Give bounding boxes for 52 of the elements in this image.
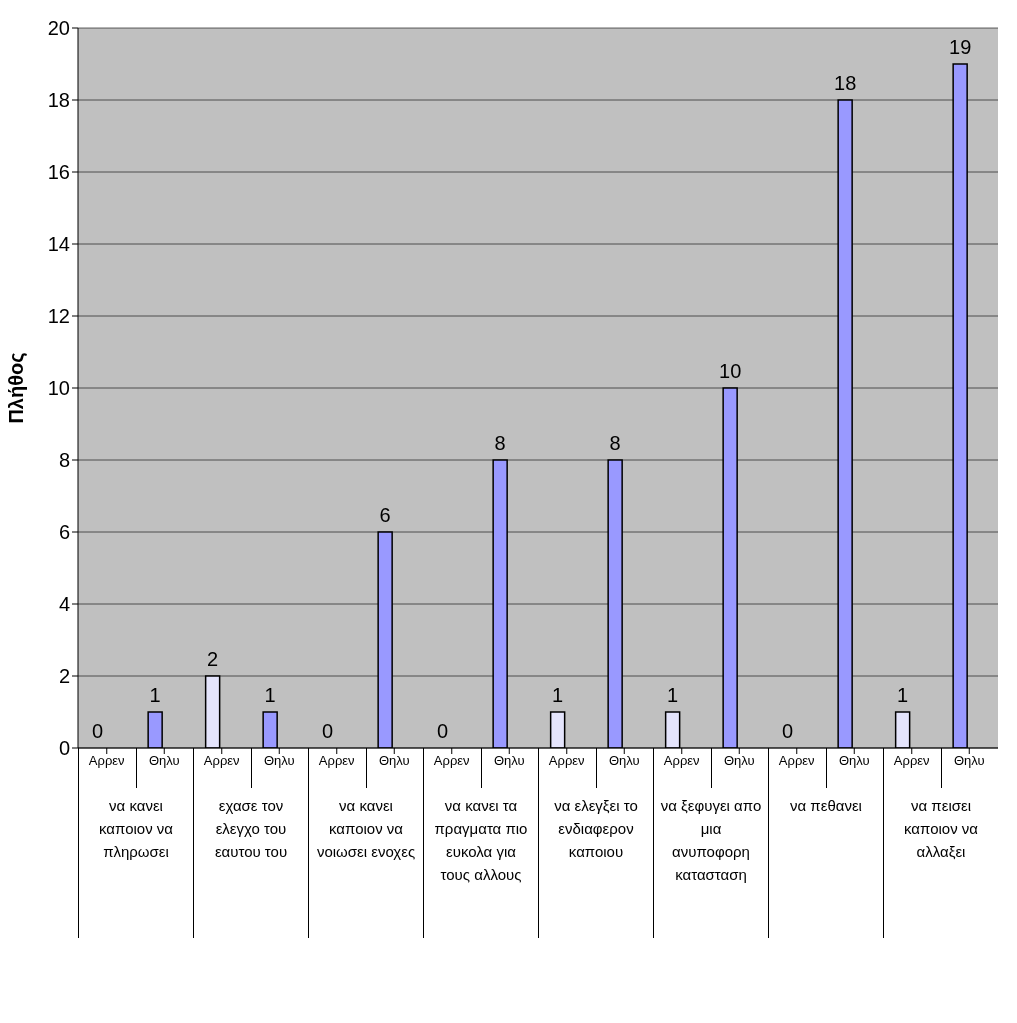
data-label: 10 bbox=[719, 360, 742, 382]
x-tick-label: Θηλυ bbox=[148, 753, 180, 769]
data-label: 1 bbox=[897, 684, 909, 706]
x-tick-label: Αρρεν bbox=[203, 753, 240, 769]
text: να κανει καποιον να νοιωσει ενοχες bbox=[308, 788, 423, 938]
y-tick-label: 14 bbox=[47, 233, 70, 256]
y-tick-label: 16 bbox=[47, 161, 70, 184]
text: εχασε τον ελεγχο του εαυτου του bbox=[193, 788, 308, 938]
data-label: 8 bbox=[609, 432, 621, 454]
x-tick-label: Θηλυ bbox=[263, 753, 295, 769]
data-label: 18 bbox=[834, 72, 857, 94]
text: να πεισει καποιον να αλλαξει bbox=[883, 788, 998, 938]
x-tick-label: Αρρεν bbox=[88, 753, 125, 769]
y-tick-label: 6 bbox=[58, 521, 70, 544]
text: να πεθανει bbox=[768, 788, 883, 938]
text: να ξεφυγει απο μια ανυποφορη κατασταση bbox=[653, 788, 768, 938]
y-axis-title: Πλήθος bbox=[5, 352, 28, 424]
x-tick-label: Αρρεν bbox=[893, 753, 930, 769]
y-tick-label: 18 bbox=[47, 89, 70, 112]
data-label: 1 bbox=[149, 684, 161, 706]
x-tick-label: Θηλυ bbox=[723, 753, 755, 769]
text: να κανει καποιον να πληρωσει bbox=[78, 788, 193, 938]
x-tick-label: Θηλυ bbox=[608, 753, 640, 769]
data-label: 1 bbox=[552, 684, 564, 706]
y-tick-label: 20 bbox=[47, 17, 70, 40]
data-label: 6 bbox=[379, 504, 391, 526]
y-tick-label: 4 bbox=[58, 593, 70, 616]
y-tick-label: 10 bbox=[47, 377, 70, 400]
data-label: 0 bbox=[322, 720, 334, 742]
y-tick-label: 12 bbox=[47, 305, 70, 328]
y-tick-label: 8 bbox=[58, 449, 70, 472]
data-label: 1 bbox=[667, 684, 679, 706]
data-label: 8 bbox=[494, 432, 506, 454]
x-tick-label: Αρρεν bbox=[663, 753, 700, 769]
x-tick-label: Θηλυ bbox=[953, 753, 985, 769]
x-tick-label: Θηλυ bbox=[493, 753, 525, 769]
x-tick-label: Θηλυ bbox=[838, 753, 870, 769]
data-label: 0 bbox=[782, 720, 794, 742]
y-tick-label: 2 bbox=[58, 665, 70, 688]
data-label: 1 bbox=[264, 684, 276, 706]
x-tick-label: Θηλυ bbox=[378, 753, 410, 769]
data-label: 2 bbox=[207, 648, 219, 670]
x-tick-label: Αρρεν bbox=[433, 753, 470, 769]
data-label: 19 bbox=[949, 36, 972, 58]
text: να κανει τα πραγματα πιο ευκολα για τους αλλους bbox=[423, 788, 538, 938]
text: να ελεγξει το ενδιαφερον καποιου bbox=[538, 788, 653, 938]
y-tick-label: 0 bbox=[58, 737, 70, 760]
x-tick-label: Αρρεν bbox=[318, 753, 355, 769]
x-tick-label: Αρρεν bbox=[548, 753, 585, 769]
data-label: 0 bbox=[92, 720, 104, 742]
x-tick-label: Αρρεν bbox=[778, 753, 815, 769]
data-label: 0 bbox=[437, 720, 449, 742]
